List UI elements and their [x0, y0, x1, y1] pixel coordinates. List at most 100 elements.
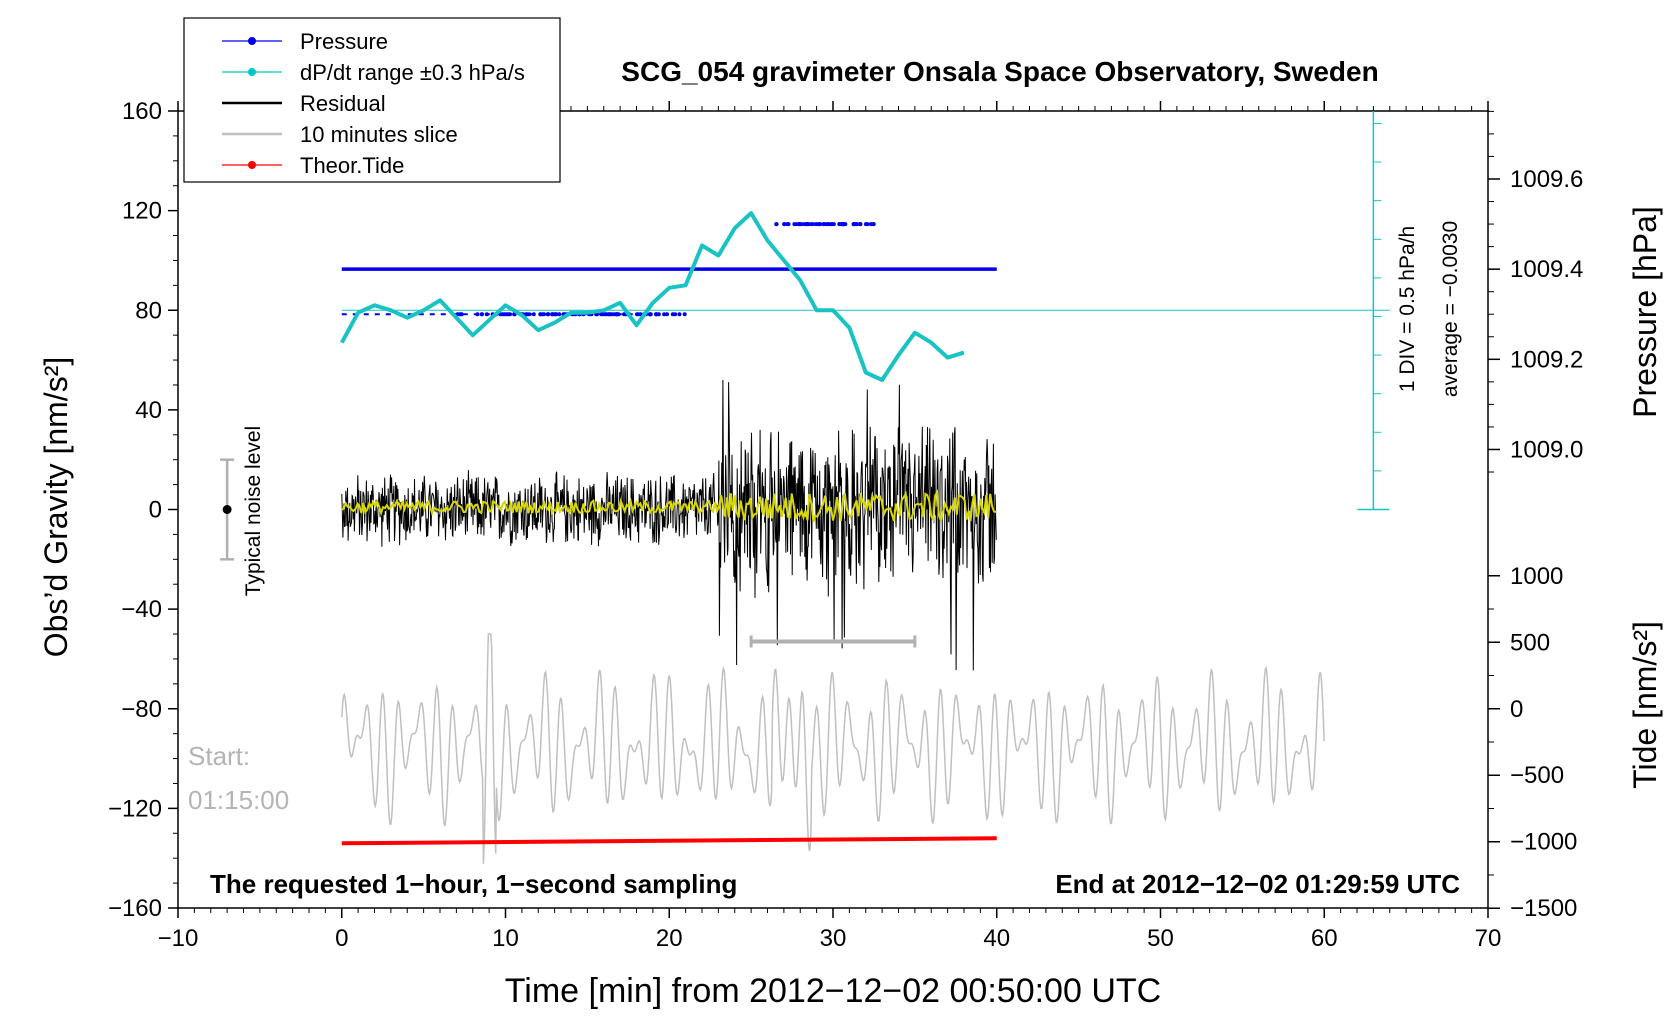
pressure-point — [614, 312, 619, 317]
pressure-point — [504, 312, 509, 317]
x-tick-label: 40 — [983, 925, 1010, 952]
x-tick-label: −10 — [158, 925, 199, 952]
pressure-point — [824, 222, 829, 227]
x-tick-label: 50 — [1147, 925, 1174, 952]
pressure-point — [654, 312, 659, 317]
tide-series-line — [341, 836, 997, 846]
y-tick-label: −40 — [121, 596, 162, 623]
x-tick-label: 20 — [656, 925, 683, 952]
legend-box — [183, 17, 561, 183]
residual-smoothed-line — [341, 488, 997, 524]
pressure-point — [854, 222, 859, 227]
pressure-point — [797, 222, 802, 227]
tide-tick-label: −1500 — [1510, 895, 1577, 922]
x-tick-label: 70 — [1475, 925, 1502, 952]
pressure-point — [531, 312, 536, 317]
pressure-tick-label: 1009.2 — [1510, 346, 1583, 373]
tide-tick-label: 1000 — [1510, 563, 1563, 590]
pressure-point — [806, 222, 811, 227]
pressure-point — [810, 222, 815, 227]
pressure-tick-label: 1009.0 — [1510, 436, 1583, 463]
pressure-point — [868, 222, 873, 227]
start-label: Start: — [188, 741, 250, 771]
div-scale-label: 1 DIV = 0.5 hPa/h — [1396, 226, 1419, 392]
y-axis-label-pressure: Pressure [hPa] — [1627, 206, 1663, 418]
pressure-point — [553, 312, 558, 317]
pressure-point — [821, 222, 826, 227]
x-tick-label: 60 — [1311, 925, 1338, 952]
x-axis-label: Time [min] from 2012−12−02 00:50:00 UTC — [505, 972, 1161, 1010]
y-tick-label: 80 — [135, 297, 162, 324]
legend-label: Theor.Tide — [300, 153, 404, 178]
legend-label: dP/dt range ±0.3 hPa/s — [300, 60, 525, 85]
average-label: average = −0.0030 — [1439, 221, 1462, 397]
x-tick-label: 0 — [335, 925, 348, 952]
pressure-point — [774, 222, 779, 227]
legend-swatch-dot — [248, 161, 256, 169]
pressure-point — [842, 222, 847, 227]
legend-swatch-dot — [248, 68, 256, 76]
pressure-point — [479, 312, 484, 317]
tide-tick-label: −500 — [1510, 762, 1564, 789]
y-tick-label: 160 — [122, 98, 162, 125]
pressure-point — [500, 312, 505, 317]
noise-level-label: Typical noise level — [242, 426, 265, 596]
tide-tick-label: 500 — [1510, 629, 1550, 656]
legend-swatch-dot — [248, 37, 256, 45]
x-tick-label: 10 — [492, 925, 519, 952]
pressure-point — [682, 312, 687, 317]
pressure-point — [782, 222, 787, 227]
pressure-point — [622, 312, 627, 317]
pressure-point — [662, 312, 667, 317]
legend-label: 10 minutes slice — [300, 122, 458, 147]
tide-tick-label: 0 — [1510, 696, 1523, 723]
pressure-point — [794, 222, 799, 227]
footer-left-note: The requested 1−hour, 1−second sampling — [210, 869, 737, 899]
y-axis-label-tide: Tide [nm/s²] — [1627, 621, 1663, 789]
pressure-point — [550, 312, 555, 317]
pressure-point — [677, 312, 682, 317]
footer-right-note: End at 2012−12−02 01:29:59 UTC — [1055, 869, 1460, 899]
noise-center-dot — [222, 505, 232, 514]
start-time: 01:15:00 — [188, 785, 289, 815]
pressure-tick-label: 1009.6 — [1510, 166, 1583, 193]
pressure-point — [545, 312, 550, 317]
pressure-point — [851, 222, 856, 227]
pressure-point — [457, 312, 462, 317]
y-tick-label: −120 — [108, 795, 162, 822]
pressure-point — [484, 312, 489, 317]
x-tick-label: 30 — [820, 925, 847, 952]
y-tick-label: −160 — [108, 895, 162, 922]
y-axis-label-gravity: Obs’d Gravity [nm/s²] — [38, 357, 74, 658]
slice-series-line — [341, 633, 1325, 864]
tide-tick-label: −1000 — [1510, 829, 1577, 856]
axis-ticks: −10 0 10 20 30 40 50 60 70 160 120 80 40 0 −40 −80 −120 −… — [108, 98, 1583, 952]
y-tick-label: 120 — [122, 198, 162, 225]
legend: Pressure dP/dt range ±0.3 hPa/s Residual 10… — [183, 17, 561, 183]
pressure-point — [664, 312, 669, 317]
pressure-point — [475, 312, 480, 317]
pressure-point — [557, 312, 562, 317]
pressure-point — [542, 312, 547, 317]
pressure-point — [673, 312, 678, 317]
plot-content — [220, 111, 1390, 864]
dpdt-series-line — [340, 211, 965, 382]
chart-title: SCG_054 gravimeter Onsala Space Observat… — [621, 56, 1378, 87]
pressure-point — [858, 222, 863, 227]
legend-label: Residual — [300, 91, 386, 116]
pressure-tick-label: 1009.4 — [1510, 256, 1583, 283]
pressure-point — [648, 312, 653, 317]
y-tick-label: 40 — [135, 397, 162, 424]
pressure-point — [606, 312, 611, 317]
pressure-point — [785, 222, 790, 227]
pressure-point — [603, 312, 608, 317]
legend-label: Pressure — [300, 29, 388, 54]
pressure-point — [863, 222, 868, 227]
y-tick-label: 0 — [149, 497, 162, 524]
residual-series-line — [341, 379, 997, 671]
pressure-point — [634, 312, 639, 317]
pressure-point — [524, 312, 529, 317]
y-tick-label: −80 — [121, 696, 162, 723]
pressure-point — [817, 222, 822, 227]
